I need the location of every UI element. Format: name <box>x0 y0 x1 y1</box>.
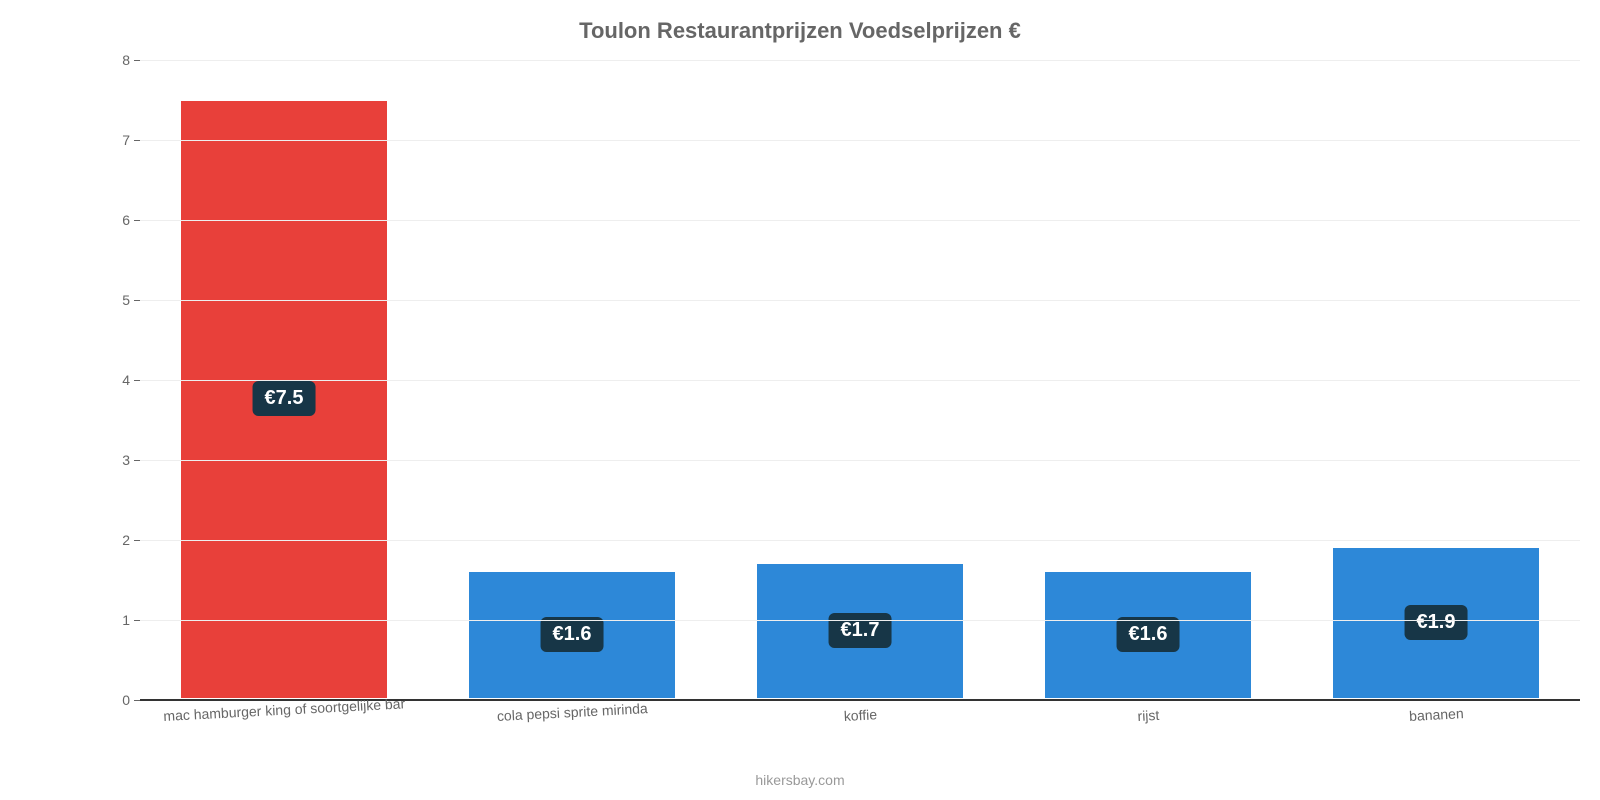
x-label: cola pepsi sprite mirinda <box>497 700 649 724</box>
ytick-label: 0 <box>100 692 140 708</box>
gridline <box>140 380 1580 381</box>
gridline <box>140 300 1580 301</box>
bar-value-label: €1.6 <box>541 617 604 652</box>
bar: €1.7 <box>756 563 963 699</box>
ytick-label: 3 <box>100 452 140 468</box>
ytick-label: 2 <box>100 532 140 548</box>
gridline <box>140 60 1580 61</box>
ytick-label: 4 <box>100 372 140 388</box>
x-label: bananen <box>1409 705 1464 724</box>
x-label-slot: cola pepsi sprite mirinda <box>428 700 716 740</box>
ytick-label: 6 <box>100 212 140 228</box>
x-label-slot: mac hamburger king of soortgelijke bar <box>140 700 428 740</box>
x-label: rijst <box>1137 707 1160 724</box>
bar-value-label: €1.6 <box>1117 617 1180 652</box>
bar-value-label: €1.9 <box>1405 605 1468 640</box>
gridline <box>140 540 1580 541</box>
x-label: mac hamburger king of soortgelijke bar <box>163 695 406 724</box>
gridline <box>140 140 1580 141</box>
bar-value-label: €1.7 <box>829 613 892 648</box>
x-label-slot: rijst <box>1004 700 1292 740</box>
bar: €1.9 <box>1332 547 1539 699</box>
bar: €1.6 <box>1044 571 1251 699</box>
x-label-slot: bananen <box>1292 700 1580 740</box>
ytick-label: 8 <box>100 52 140 68</box>
x-label: koffie <box>843 706 877 724</box>
attribution-text: hikersbay.com <box>0 772 1600 788</box>
ytick-label: 5 <box>100 292 140 308</box>
ytick-label: 7 <box>100 132 140 148</box>
ytick-label: 1 <box>100 612 140 628</box>
chart-title: Toulon Restaurantprijzen Voedselprijzen … <box>0 18 1600 44</box>
x-label-slot: koffie <box>716 700 1004 740</box>
bar: €7.5 <box>180 100 387 699</box>
bar-value-label: €7.5 <box>253 381 316 416</box>
price-bar-chart: Toulon Restaurantprijzen Voedselprijzen … <box>0 0 1600 800</box>
x-axis-labels: mac hamburger king of soortgelijke bar co… <box>140 700 1580 740</box>
plot-area: €7.5€1.6€1.7€1.6€1.9 012345678 <box>140 60 1580 700</box>
bar: €1.6 <box>468 571 675 699</box>
gridline <box>140 460 1580 461</box>
gridline <box>140 620 1580 621</box>
gridline <box>140 220 1580 221</box>
